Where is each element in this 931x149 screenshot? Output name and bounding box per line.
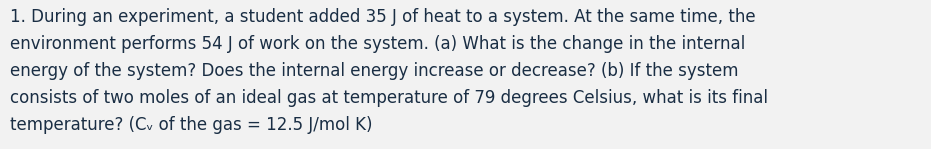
Text: temperature? (Cᵥ of the gas = 12.5 J/mol K): temperature? (Cᵥ of the gas = 12.5 J/mol… (10, 116, 372, 134)
Text: consists of two moles of an ideal gas at temperature of 79 degrees Celsius, what: consists of two moles of an ideal gas at… (10, 89, 768, 107)
Text: energy of the system? Does the internal energy increase or decrease? (b) If the : energy of the system? Does the internal … (10, 62, 738, 80)
Text: 1. During an experiment, a student added 35 J of heat to a system. At the same t: 1. During an experiment, a student added… (10, 8, 756, 26)
Text: environment performs 54 J of work on the system. (a) What is the change in the i: environment performs 54 J of work on the… (10, 35, 745, 53)
